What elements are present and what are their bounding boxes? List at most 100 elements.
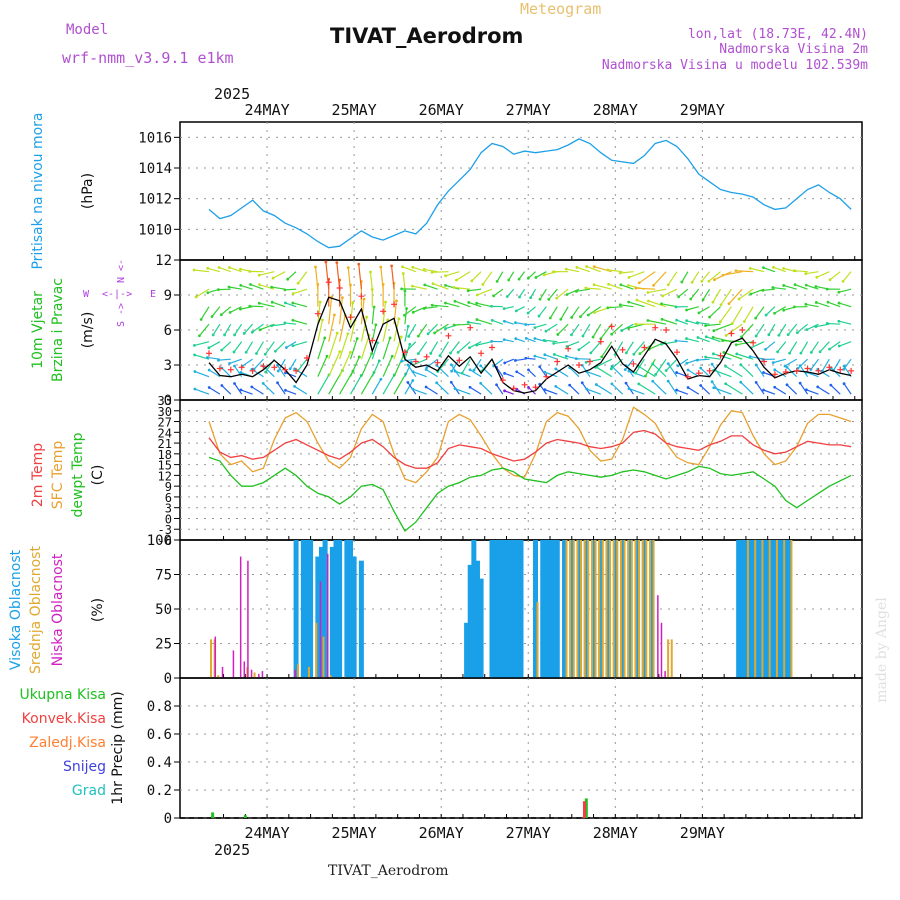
- wind-barb: [731, 306, 743, 324]
- wind-barb: [755, 364, 765, 378]
- cloud-bar-mid: [667, 639, 670, 678]
- wind-barb-head: [219, 313, 223, 317]
- wind-barb-head: [424, 368, 428, 371]
- wind-barb-head: [724, 382, 728, 386]
- wind-gust-marker: [673, 349, 680, 356]
- wind-barb-head: [828, 347, 831, 351]
- precip-ytick-label: 0.8: [147, 699, 172, 715]
- wind-barb: [437, 358, 449, 372]
- wind-gust-marker: [282, 366, 289, 373]
- wind-barb-head: [700, 279, 704, 283]
- cloud-bar-mid: [612, 540, 615, 678]
- wind-barb-head: [754, 363, 758, 367]
- cloud-bar-mid: [210, 639, 213, 678]
- pressure-frame: [179, 121, 863, 261]
- wind-barb: [285, 302, 297, 308]
- wind-barb-head: [468, 385, 472, 389]
- wind-barb-head: [776, 350, 779, 354]
- wind-barb: [611, 383, 623, 395]
- wind-barb-head: [837, 301, 841, 305]
- wind-barb-head: [475, 343, 479, 347]
- wind-gust-marker: [586, 358, 593, 365]
- wind-barb: [473, 358, 482, 371]
- wind-barb: [592, 323, 602, 338]
- wind-barb-head: [707, 279, 711, 283]
- wind-barb: [755, 306, 765, 319]
- wind-barb: [538, 306, 547, 317]
- wind-barb: [515, 322, 525, 325]
- cloud-bar-mid: [768, 540, 771, 678]
- wind-barb-head: [376, 341, 379, 345]
- cloud-bar-mid: [576, 540, 579, 678]
- wind-barb: [496, 384, 504, 395]
- wind-barb-head: [193, 370, 197, 373]
- wind-barb: [806, 371, 819, 378]
- wind-gust-marker: [782, 369, 789, 375]
- wind-barb-head: [734, 343, 738, 347]
- precip-frame: [179, 677, 863, 819]
- cloud-bar-low: [247, 560, 249, 678]
- wind-barb-head: [772, 265, 775, 269]
- wind-barb-head: [701, 298, 705, 302]
- wind-barb: [530, 288, 537, 298]
- wind-barb: [371, 378, 382, 395]
- wind-barb: [390, 265, 395, 290]
- wind-barb: [557, 323, 569, 335]
- wind-barb-head: [518, 295, 521, 299]
- wind-barb: [566, 268, 580, 273]
- wind-barb: [294, 385, 308, 395]
- wind-barb: [284, 322, 297, 325]
- wind-barb: [624, 358, 634, 370]
- wind-barb-head: [423, 283, 427, 287]
- wind-barb-head: [249, 283, 252, 286]
- cloud-bar-mid: [315, 622, 318, 678]
- wind-barb-head: [452, 323, 456, 327]
- wind-barb: [468, 301, 482, 308]
- wind-barb-head: [798, 381, 802, 385]
- wind-barb: [468, 288, 482, 292]
- wind-barb-head: [804, 283, 808, 287]
- wind-barb-head: [749, 292, 753, 296]
- wind-barb-head: [211, 333, 215, 337]
- wind-barb: [774, 369, 787, 378]
- wind-barb: [736, 353, 754, 360]
- wind-barb: [548, 288, 558, 300]
- wind-barb: [608, 283, 623, 290]
- wind-gust-marker: [216, 365, 223, 372]
- cloud-bar-mid: [598, 540, 601, 678]
- wind-barb: [777, 341, 787, 353]
- wind-barb: [504, 320, 514, 325]
- wind-barb: [221, 385, 232, 395]
- wind-barb-head: [695, 321, 699, 325]
- cloud-bar-high: [300, 540, 306, 678]
- wind-barb-head: [814, 285, 818, 288]
- temperature-line-2: [208, 456, 852, 532]
- wind-barb-head: [727, 302, 731, 306]
- wind-barb: [794, 270, 808, 273]
- wind-barb: [519, 288, 526, 298]
- bottom-day-label: 28MAY: [593, 824, 638, 842]
- wind-barb: [436, 382, 449, 395]
- wind-barb: [743, 306, 754, 322]
- cloud-bar-mid: [616, 540, 619, 678]
- wind-barb: [208, 341, 221, 349]
- wind-barb-head: [674, 305, 678, 309]
- wind-gust-marker: [706, 367, 713, 374]
- wind-barb-head: [809, 350, 813, 354]
- cloud-bar-high: [776, 540, 782, 678]
- temperature-ytick-label: 15: [158, 459, 172, 473]
- wind-barb: [404, 362, 412, 377]
- wind-axis-subtitle: Brzina i Pravac: [50, 278, 66, 382]
- wind-barb: [349, 302, 354, 325]
- cloud-bar-high: [562, 540, 568, 678]
- wind-barb-head: [818, 350, 822, 354]
- wind-barb-head: [411, 370, 415, 374]
- wind-barb-head: [401, 265, 404, 269]
- wind-barb-head: [239, 371, 243, 374]
- wind-barb-head: [804, 302, 808, 306]
- wind-barb: [601, 341, 613, 358]
- wind-barb: [838, 320, 852, 325]
- wind-barb-head: [734, 269, 738, 273]
- wind-barb-head: [579, 315, 582, 319]
- wind-barb: [750, 341, 765, 349]
